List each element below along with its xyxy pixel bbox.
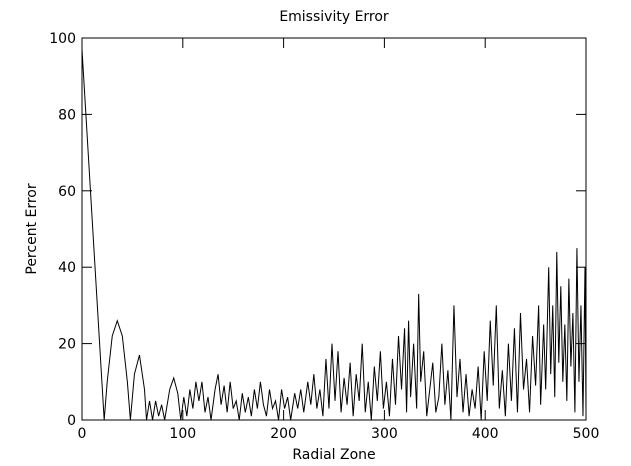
y-axis-label: Percent Error <box>24 183 40 274</box>
y-tick-label: 80 <box>58 107 76 123</box>
plot-frame <box>81 37 587 421</box>
data-line <box>81 49 587 421</box>
y-tick-label: 0 <box>67 413 76 429</box>
chart-title: Emissivity Error <box>279 9 389 25</box>
x-axis-label: Radial Zone <box>292 447 375 463</box>
y-tick-label: 100 <box>49 31 76 47</box>
x-tick-label: 200 <box>270 426 297 442</box>
x-tick-label: 500 <box>573 426 600 442</box>
x-tick-label: 100 <box>169 426 196 442</box>
y-tick-label: 40 <box>58 260 76 276</box>
x-tick-label: 0 <box>78 426 87 442</box>
y-tick-label: 20 <box>58 337 76 353</box>
x-tick-label: 300 <box>371 426 398 442</box>
x-tick-label: 400 <box>472 426 499 442</box>
y-tick-label: 60 <box>58 184 76 200</box>
